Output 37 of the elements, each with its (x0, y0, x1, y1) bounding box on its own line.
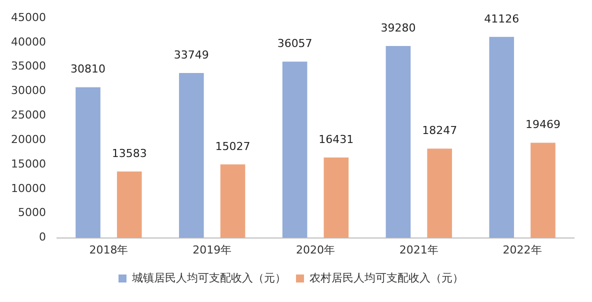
y-tick-label: 10000 (10, 182, 46, 195)
bar (489, 36, 514, 238)
y-tick-label: 35000 (10, 60, 46, 73)
bar (116, 171, 142, 238)
y-tick-label: 40000 (10, 35, 46, 48)
bar (530, 142, 556, 238)
x-tick-label: 2022年 (502, 243, 542, 256)
data-label: 19469 (525, 118, 560, 132)
x-tick-label: 2019年 (192, 243, 232, 256)
x-tick-label: 2021年 (399, 243, 438, 256)
y-tick-label: 15000 (10, 157, 46, 170)
bar (282, 62, 308, 238)
bar (386, 46, 411, 238)
legend-label: 农村居民人均可支配收入（元） (310, 271, 464, 284)
legend-label: 城镇居民人均可支配收入（元） (131, 271, 286, 284)
x-tick-label: 2018年 (89, 243, 128, 256)
data-label: 41126 (484, 12, 520, 26)
y-tick-label: 5000 (18, 206, 46, 220)
bar (179, 72, 204, 238)
data-label: 36057 (277, 37, 312, 50)
y-tick-label: 45000 (10, 10, 46, 24)
data-label: 16431 (318, 132, 354, 146)
bar (76, 87, 100, 238)
data-label: 13583 (112, 146, 147, 160)
data-label: 30810 (70, 62, 106, 76)
data-label: 39280 (380, 21, 416, 34)
data-label: 15027 (215, 140, 250, 153)
y-tick-label: 30000 (10, 84, 46, 98)
bar (324, 158, 349, 238)
data-label: 33749 (174, 48, 209, 62)
data-label: 18247 (422, 124, 458, 138)
y-tick-label: 0 (38, 230, 46, 244)
bar (427, 148, 452, 238)
x-tick-label: 2020年 (296, 243, 335, 256)
y-tick-label: 25000 (10, 108, 46, 122)
y-tick-label: 20000 (10, 132, 46, 146)
bar (220, 164, 246, 238)
